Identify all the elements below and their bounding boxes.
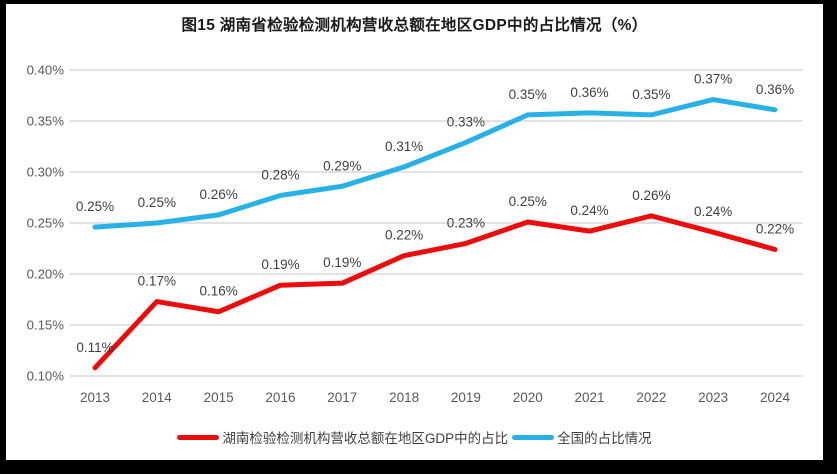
- legend-label-national: 全国的占比情况: [557, 431, 652, 446]
- data-label-series-0: 0.19%: [323, 255, 361, 270]
- chart-legend: 湖南检验检测机构营收总额在地区GDP中的占比 全国的占比情况: [6, 427, 823, 447]
- x-tick-label: 2018: [389, 390, 419, 405]
- legend-swatch-hunan-icon: [177, 434, 220, 440]
- data-label-series-0: 0.16%: [199, 284, 237, 299]
- data-label-series-1: 0.25%: [76, 199, 114, 214]
- data-label-series-0: 0.24%: [694, 204, 732, 219]
- chart-title: 图15 湖南省检验检测机构营收总额在地区GDP中的占比情况（%）: [181, 17, 648, 34]
- data-label-series-1: 0.33%: [447, 114, 485, 129]
- chart-plot: 0.40% 0.35% 0.30% 0.25% 0.20% 0.15% 0.10% 2013 2…: [27, 63, 803, 405]
- y-tick-label: 0.10%: [27, 369, 65, 384]
- legend-label-hunan: 湖南检验检测机构营收总额在地区GDP中的占比: [222, 431, 509, 446]
- data-label-series-0: 0.22%: [756, 222, 794, 237]
- data-label-series-1: 0.36%: [756, 82, 794, 97]
- legend-swatch-national-icon: [512, 434, 555, 440]
- x-tick-label: 2017: [327, 390, 357, 405]
- x-tick-label: 2024: [760, 390, 791, 405]
- data-label-series-0: 0.23%: [447, 215, 485, 230]
- data-label-series-0: 0.11%: [76, 340, 113, 355]
- y-tick-label: 0.15%: [27, 318, 65, 333]
- series-line-0: [92, 213, 778, 371]
- x-tick-label: 2016: [265, 390, 295, 405]
- series-line-1: [92, 97, 778, 230]
- data-label-series-1: 0.37%: [694, 72, 732, 87]
- data-label-series-1: 0.31%: [385, 139, 423, 154]
- legend-item-hunan: 湖南检验检测机构营收总额在地区GDP中的占比: [177, 427, 508, 447]
- data-label-series-0: 0.17%: [138, 274, 176, 289]
- data-label-series-1: 0.35%: [632, 87, 670, 102]
- x-tick-label: 2022: [636, 390, 666, 405]
- x-tick-label: 2014: [142, 390, 173, 405]
- x-tick-label: 2015: [204, 390, 234, 405]
- data-label-series-0: 0.19%: [261, 257, 299, 272]
- y-tick-label: 0.30%: [27, 165, 65, 180]
- data-label-series-1: 0.28%: [261, 167, 299, 182]
- data-label-series-1: 0.29%: [323, 158, 361, 173]
- data-label-series-1: 0.25%: [138, 195, 176, 210]
- data-label-series-0: 0.24%: [570, 203, 608, 218]
- x-tick-label: 2021: [575, 390, 605, 405]
- x-tick-label: 2013: [80, 390, 110, 405]
- y-tick-label: 0.40%: [27, 63, 65, 78]
- data-label-series-1: 0.26%: [199, 187, 237, 202]
- y-tick-label: 0.25%: [27, 216, 65, 231]
- data-label-series-0: 0.22%: [385, 228, 423, 243]
- legend-item-national: 全国的占比情况: [512, 427, 652, 447]
- data-label-series-1: 0.35%: [509, 87, 547, 102]
- chart-canvas: 图15 湖南省检验检测机构营收总额在地区GDP中的占比情况（%） 0.40% 0.…: [6, 4, 823, 460]
- x-tick-label: 2019: [451, 390, 481, 405]
- data-label-series-0: 0.26%: [632, 188, 670, 203]
- data-label-series-0: 0.25%: [509, 194, 547, 209]
- y-tick-label: 0.35%: [27, 114, 65, 129]
- y-tick-label: 0.20%: [27, 267, 65, 282]
- x-tick-label: 2023: [698, 390, 728, 405]
- data-label-series-1: 0.36%: [570, 85, 608, 100]
- x-tick-label: 2020: [513, 390, 543, 405]
